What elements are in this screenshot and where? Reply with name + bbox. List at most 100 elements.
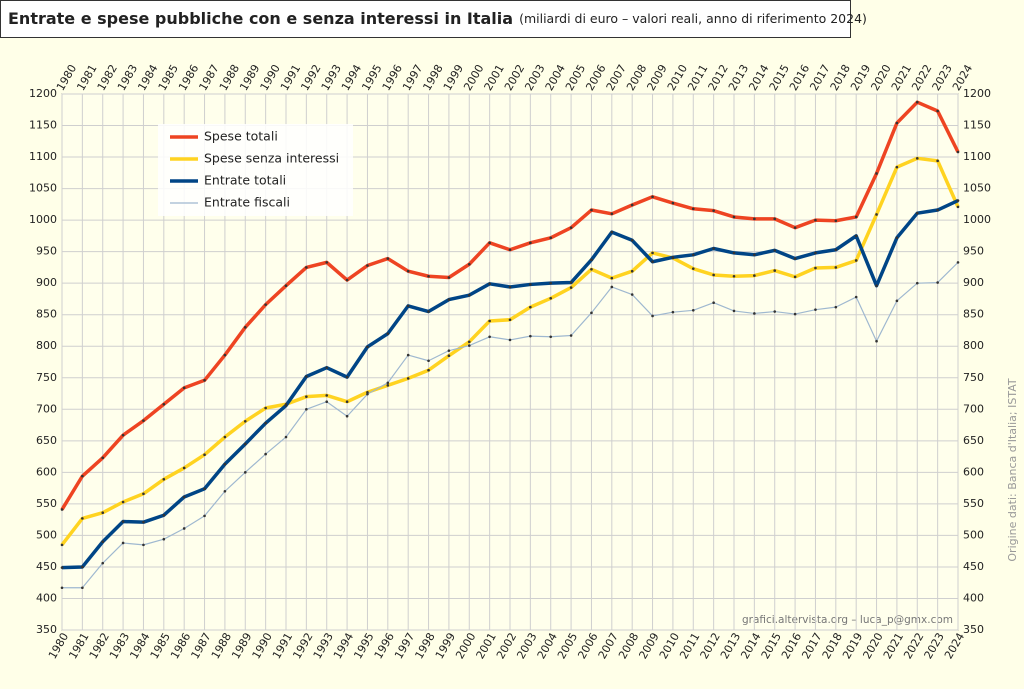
point <box>651 195 654 199</box>
point <box>915 281 919 285</box>
point <box>651 260 654 264</box>
point <box>712 209 715 212</box>
point <box>81 474 84 478</box>
point <box>325 394 329 397</box>
point <box>406 353 410 357</box>
y-tick-label-right: 800 <box>963 339 984 352</box>
point <box>712 273 715 277</box>
y-tick-label-right: 900 <box>963 276 984 289</box>
point <box>956 205 960 209</box>
point <box>142 543 145 547</box>
point <box>467 344 471 347</box>
point <box>284 404 288 407</box>
point <box>671 201 675 205</box>
y-tick-label: 1050 <box>29 182 57 195</box>
point <box>264 406 267 410</box>
point <box>508 248 512 252</box>
point <box>875 339 878 343</box>
y-tick-label: 1150 <box>29 119 57 132</box>
point <box>753 253 756 257</box>
point <box>121 433 125 437</box>
point <box>915 211 919 215</box>
y-tick-label-right: 950 <box>963 245 984 258</box>
point <box>60 566 64 569</box>
point <box>406 304 410 308</box>
point <box>854 234 858 238</box>
point <box>773 310 777 313</box>
y-tick-label: 850 <box>36 308 57 321</box>
point <box>223 462 227 466</box>
point <box>325 400 329 404</box>
point <box>691 253 695 257</box>
point <box>691 267 695 270</box>
point <box>284 435 288 439</box>
point <box>569 226 573 229</box>
y-tick-label-right: 600 <box>963 465 984 478</box>
legend-box <box>158 124 353 216</box>
point <box>345 375 349 379</box>
point <box>447 349 451 352</box>
point <box>488 241 491 245</box>
point <box>488 282 491 286</box>
point <box>508 318 512 322</box>
point <box>590 311 593 315</box>
point <box>691 207 695 211</box>
point <box>793 226 797 229</box>
point <box>305 266 308 269</box>
y-tick-label-right: 1150 <box>963 119 991 132</box>
point <box>753 274 756 277</box>
point <box>875 213 878 216</box>
point <box>610 212 614 216</box>
source: Origine dati: Banca d'Italia; ISTAT <box>1006 378 1019 561</box>
point <box>325 366 329 369</box>
point <box>691 308 695 312</box>
point <box>243 471 247 474</box>
point <box>549 335 553 339</box>
point <box>569 286 573 289</box>
y-tick-label: 450 <box>36 560 57 573</box>
y-tick-label-right: 650 <box>963 434 984 447</box>
point <box>203 453 206 456</box>
legend-label: Spese totali <box>204 129 278 144</box>
point <box>753 217 756 221</box>
point <box>203 514 206 518</box>
point <box>915 100 919 104</box>
point <box>915 157 919 160</box>
point <box>569 281 573 284</box>
point <box>671 310 675 314</box>
point <box>529 241 532 245</box>
point <box>366 264 369 267</box>
y-tick-label-right: 550 <box>963 497 984 510</box>
point <box>264 452 267 456</box>
point <box>936 159 939 163</box>
point <box>264 303 267 306</box>
point <box>142 520 145 524</box>
point <box>325 261 329 264</box>
point <box>875 172 878 175</box>
point <box>590 208 593 212</box>
point <box>182 527 186 530</box>
point <box>488 335 491 339</box>
point <box>427 359 430 363</box>
point <box>956 150 960 154</box>
point <box>366 390 369 394</box>
point <box>569 334 573 337</box>
credit: grafici.altervista.org – luca_p@gmx.com <box>742 614 953 626</box>
y-tick-label: 600 <box>36 465 57 478</box>
point <box>753 312 756 315</box>
point <box>793 312 797 316</box>
point <box>488 319 491 323</box>
point <box>895 165 899 169</box>
point <box>834 219 838 223</box>
y-tick-label-right: 1050 <box>963 182 991 195</box>
point <box>814 308 817 311</box>
point <box>732 274 736 278</box>
point <box>793 275 797 279</box>
point <box>305 395 308 398</box>
point <box>162 537 166 541</box>
point <box>610 230 614 234</box>
y-tick-label: 700 <box>36 402 57 415</box>
point <box>223 353 227 357</box>
point <box>243 442 247 446</box>
